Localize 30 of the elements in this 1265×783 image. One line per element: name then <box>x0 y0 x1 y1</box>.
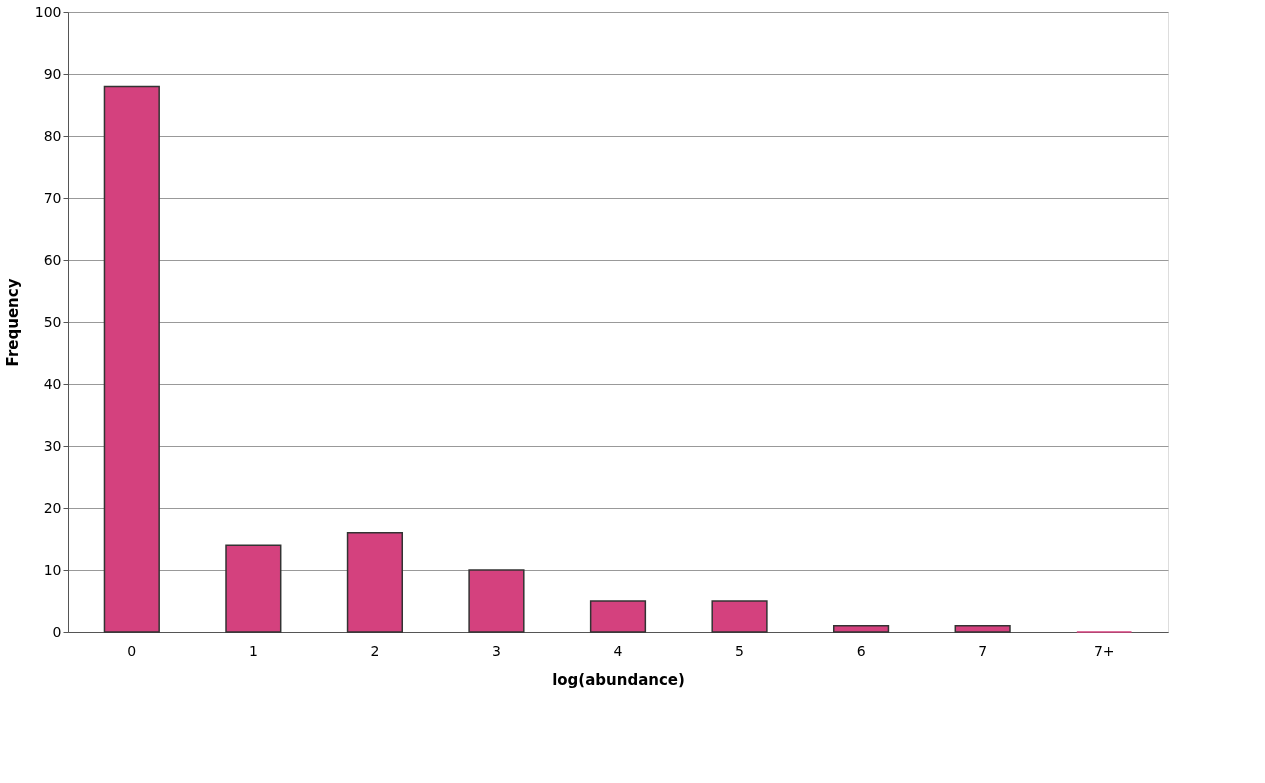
bar <box>346 532 403 633</box>
y-tick-label: 60 <box>43 251 62 268</box>
x-tick-label: 7 <box>978 642 988 659</box>
y-tick-label: 10 <box>43 561 62 578</box>
y-tick-label: 100 <box>34 3 62 20</box>
y-tick-label: 20 <box>43 499 62 516</box>
x-tick-label: 3 <box>491 642 501 659</box>
y-tick-label: 80 <box>43 127 62 144</box>
x-tick-label: 5 <box>735 642 745 659</box>
bar <box>103 85 160 633</box>
x-tick-label: 4 <box>613 642 623 659</box>
bar <box>954 625 1011 633</box>
x-tick-label: 1 <box>248 642 258 659</box>
bar <box>833 625 890 633</box>
x-axis-title: log(abundance) <box>552 670 685 689</box>
y-tick-label: 50 <box>43 313 62 330</box>
x-tick-label: 7+ <box>1093 642 1115 659</box>
x-tick-label: 0 <box>127 642 137 659</box>
y-tick-label: 70 <box>43 189 62 206</box>
bar <box>589 600 647 633</box>
bar <box>468 569 525 633</box>
y-tick-label: 90 <box>43 65 62 82</box>
bar <box>225 544 282 633</box>
y-tick-label: 0 <box>52 623 62 640</box>
bar <box>711 600 768 633</box>
y-tick-label: 30 <box>43 437 62 454</box>
x-tick-label: 6 <box>856 642 866 659</box>
x-tick-label: 2 <box>370 642 380 659</box>
y-tick-label: 40 <box>43 375 62 392</box>
y-axis-title: Frequency <box>3 278 22 367</box>
